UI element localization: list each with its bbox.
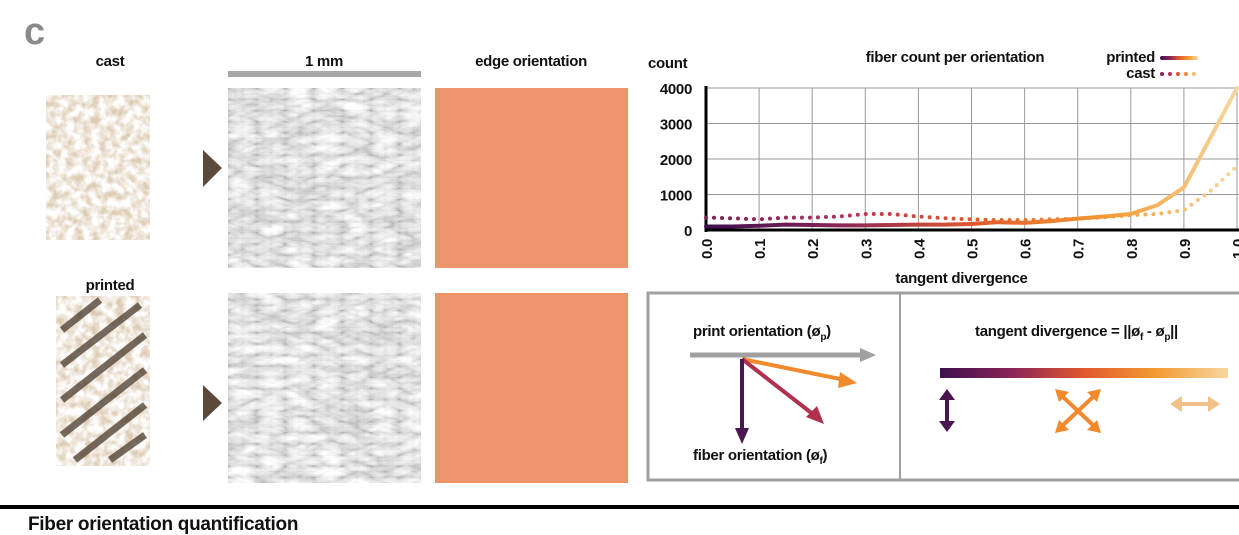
perpendicular-icon bbox=[939, 389, 955, 432]
cast-row bbox=[46, 88, 628, 268]
y-tick-label: 0 bbox=[684, 223, 692, 240]
chart: 0 1000 2000 3000 4000 0.0 0.1 0.2 0.3 0.4 0.5 0.6 0.… bbox=[648, 49, 1239, 287]
x-tick-label: 0.2 bbox=[805, 239, 822, 259]
arrow bbox=[203, 150, 222, 187]
cast-photo bbox=[46, 95, 150, 240]
x-tick-label: 0.5 bbox=[965, 239, 982, 259]
column-header: edge orientation bbox=[475, 53, 587, 70]
panel-label: c bbox=[24, 11, 45, 53]
formula: tangent divergence = ||øf - øp|| bbox=[975, 323, 1178, 343]
caption: Fiber orientation quantification bbox=[28, 514, 298, 535]
x-tick-label: 0.8 bbox=[1124, 239, 1141, 259]
x-axis-label: tangent divergence bbox=[895, 270, 1027, 287]
label-text: - ø bbox=[1143, 323, 1165, 340]
column-header: cast bbox=[96, 53, 125, 70]
sem-image bbox=[228, 88, 421, 268]
x-tick-label: 1.0 bbox=[1230, 239, 1239, 259]
label-text: tangent divergence = ||ø bbox=[975, 323, 1141, 340]
y-tick-label: 3000 bbox=[660, 117, 692, 134]
arrowhead bbox=[860, 348, 876, 362]
x-tick-label: 0.6 bbox=[1018, 239, 1035, 259]
arrowhead bbox=[838, 372, 857, 388]
y-tick-label: 4000 bbox=[660, 81, 692, 98]
x-tick-label: 0.0 bbox=[699, 239, 716, 259]
diagonal-icon bbox=[1062, 396, 1094, 426]
figure: c cast 1 mm edge orientation printed 0 10… bbox=[0, 0, 1239, 535]
edge-image bbox=[435, 88, 628, 268]
label-text: fiber orientation (ø bbox=[693, 447, 821, 464]
legend-label: cast bbox=[1126, 65, 1155, 82]
label-text: || bbox=[1170, 323, 1178, 340]
x-tick-label: 0.7 bbox=[1071, 239, 1088, 259]
diagram: print orientation (øp) fiber orientation… bbox=[648, 293, 1239, 480]
chart-title: fiber count per orientation bbox=[866, 49, 1045, 66]
y-tick-label: 2000 bbox=[660, 152, 692, 169]
label-text: ) bbox=[826, 323, 831, 340]
edge-image bbox=[435, 293, 628, 483]
arrowhead bbox=[735, 428, 749, 444]
fiber-orientation-label: fiber orientation (øf) bbox=[693, 447, 828, 467]
y-tick-label: 1000 bbox=[660, 188, 692, 205]
x-tick-label: 0.1 bbox=[752, 239, 769, 259]
scale-label: 1 mm bbox=[305, 53, 343, 70]
x-tick-label: 0.9 bbox=[1177, 239, 1194, 259]
legend-label: printed bbox=[1106, 49, 1155, 66]
parallel-icon bbox=[1170, 396, 1220, 412]
print-orientation-label: print orientation (øp) bbox=[693, 323, 831, 343]
y-axis-label: count bbox=[648, 55, 688, 72]
printed-row bbox=[56, 293, 628, 483]
rule bbox=[0, 505, 1239, 509]
arrow bbox=[203, 385, 222, 421]
x-tick-label: 0.4 bbox=[911, 238, 928, 259]
x-tick-label: 0.3 bbox=[858, 239, 875, 259]
row-label: printed bbox=[86, 277, 135, 294]
colorbar bbox=[940, 368, 1228, 378]
label-text: print orientation (ø bbox=[693, 323, 821, 340]
label-text: ) bbox=[823, 447, 828, 464]
scale-bar bbox=[228, 71, 421, 77]
sem-image bbox=[228, 293, 421, 483]
